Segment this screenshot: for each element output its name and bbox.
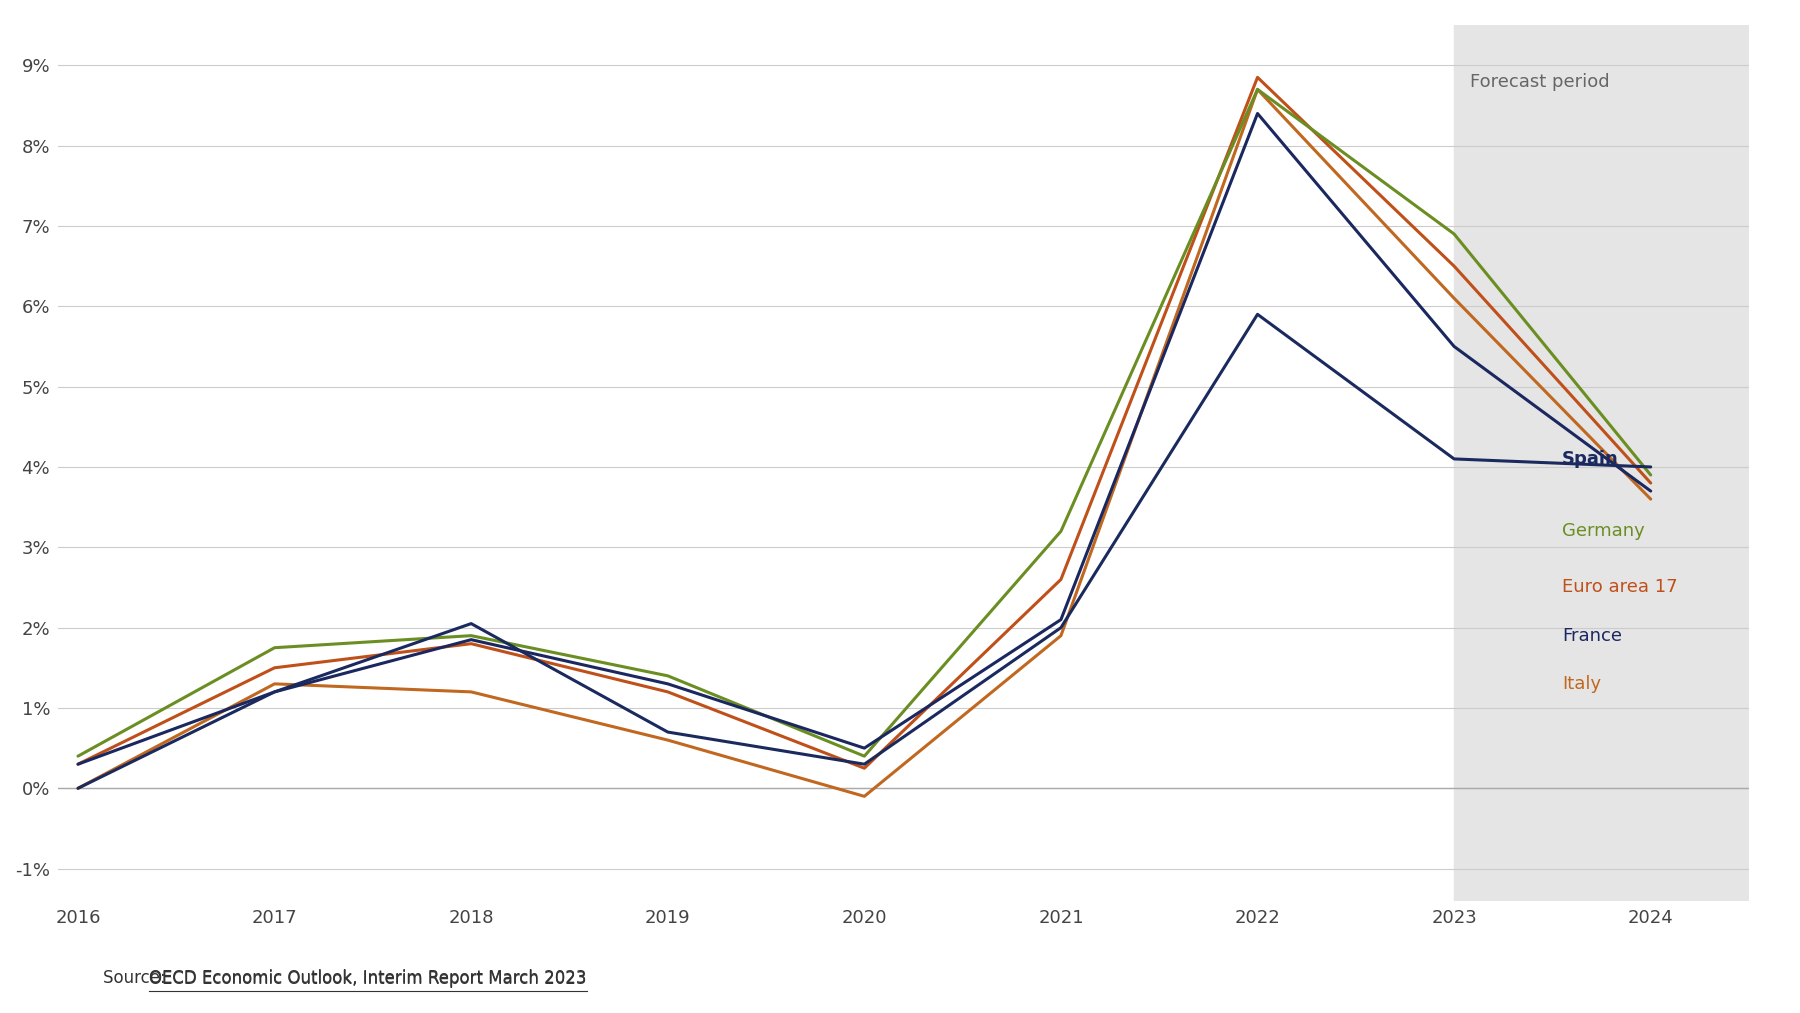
Text: Spain: Spain [1562, 450, 1618, 468]
Text: Italy: Italy [1562, 675, 1602, 693]
Text: Euro area 17: Euro area 17 [1562, 578, 1678, 597]
Text: Forecast period: Forecast period [1471, 73, 1609, 91]
Text: OECD Economic Outlook, Interim Report March 2023: OECD Economic Outlook, Interim Report Ma… [149, 969, 587, 988]
Text: Germany: Germany [1562, 523, 1645, 540]
Text: OECD Economic Outlook, Interim Report March 2023: OECD Economic Outlook, Interim Report Ma… [149, 968, 587, 987]
Bar [1454, 25, 1750, 901]
Text: France: France [1562, 627, 1622, 644]
Text: Source:: Source: [103, 968, 171, 987]
